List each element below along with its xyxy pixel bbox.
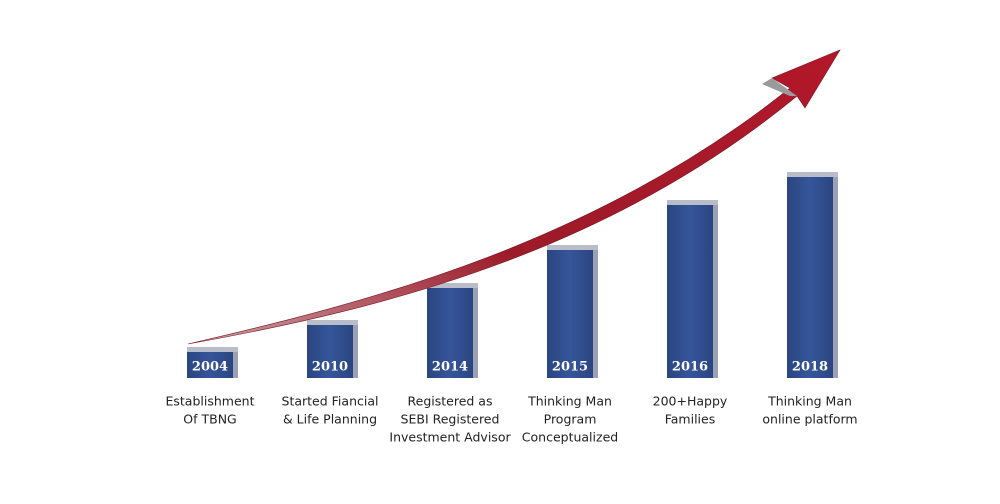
bar	[427, 288, 473, 378]
milestone-label: Program	[544, 412, 597, 427]
milestone-label: & Life Planning	[283, 412, 377, 427]
bar-top	[307, 320, 358, 325]
bar-top	[427, 283, 478, 288]
bar-side	[833, 174, 838, 378]
milestone-label: Conceptualized	[522, 430, 618, 445]
year-label: 2018	[792, 360, 828, 375]
bar-side	[233, 349, 238, 378]
milestone-label: Registered as	[408, 394, 493, 409]
year-label: 2015	[552, 360, 588, 375]
growth-arrow	[187, 49, 841, 345]
milestone-label: Establishment	[166, 394, 255, 409]
milestone-label: Thinking Man	[527, 394, 612, 409]
bar	[667, 205, 713, 378]
bar	[307, 325, 353, 378]
milestone-label: Investment Advisor	[389, 430, 511, 445]
bar	[187, 352, 233, 378]
milestone-label: Thinking Man	[767, 394, 852, 409]
year-label: 2016	[672, 360, 708, 375]
milestone-label: SEBI Registered	[401, 412, 500, 427]
milestone-label: Of TBNG	[183, 412, 236, 427]
bar-top	[547, 245, 598, 250]
bar	[787, 177, 833, 378]
bar-side	[713, 202, 718, 378]
year-label: 2010	[312, 360, 348, 375]
bars: 2004 Establishment Of TBNG 2010 Started Fian…	[166, 172, 858, 445]
year-label: 2014	[432, 360, 468, 375]
milestone-label: Started Fiancial	[282, 394, 379, 409]
year-label: 2004	[192, 360, 228, 375]
bar	[547, 250, 593, 378]
bar-top	[787, 172, 838, 177]
arrow-shadow	[762, 78, 797, 96]
bar-side	[473, 285, 478, 378]
milestone-label: online platform	[762, 412, 857, 427]
milestone-label: Families	[665, 412, 716, 427]
bar-top	[667, 200, 718, 205]
bar-side	[593, 247, 598, 378]
arrow	[187, 49, 841, 345]
milestone-label: 200+Happy	[653, 394, 728, 409]
bar-top	[187, 347, 238, 352]
bar-side	[353, 322, 358, 378]
